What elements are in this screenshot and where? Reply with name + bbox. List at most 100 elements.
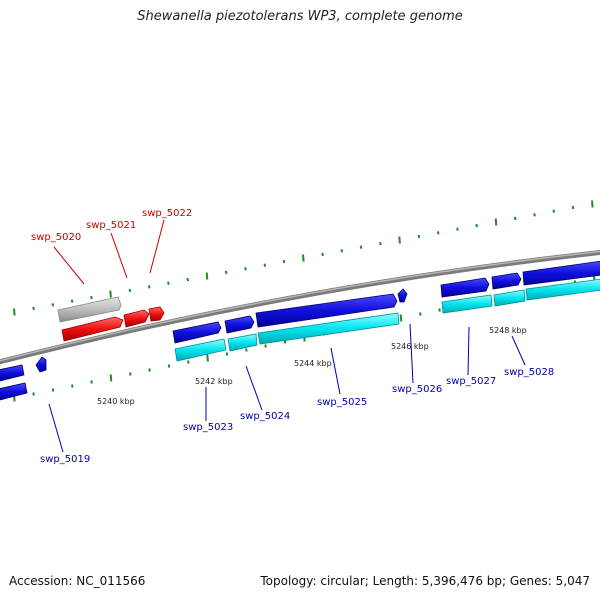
ring-tick bbox=[321, 252, 324, 257]
gene-next-cds[interactable] bbox=[522, 260, 600, 286]
reverse-strand-genes bbox=[57, 296, 165, 342]
ring-tick bbox=[206, 354, 209, 362]
ring-tick bbox=[533, 213, 536, 217]
forward-gene-labels: swp_5019 swp_5023 swp_5024 swp_5025 swp_… bbox=[40, 367, 554, 465]
ring-tick bbox=[244, 267, 247, 271]
ring-tick bbox=[282, 259, 286, 264]
scale-label-5246: 5246 kbp bbox=[391, 342, 429, 351]
gene-label-swp_5023[interactable]: swp_5023 bbox=[183, 422, 233, 433]
gene-swp_5027-cds[interactable] bbox=[440, 277, 490, 298]
gene-swp_5027-rna[interactable] bbox=[441, 294, 493, 314]
accession-text: Accession: NC_011566 bbox=[9, 574, 146, 588]
gene-label-swp_5026[interactable]: swp_5026 bbox=[392, 384, 442, 395]
ring-tick bbox=[264, 344, 267, 348]
leader-swp_5027 bbox=[467, 326, 470, 376]
leader-swp_5019 bbox=[48, 403, 64, 453]
leader-swp_5028 bbox=[511, 335, 526, 366]
ring-tick bbox=[552, 209, 556, 213]
reverse-gene-labels: swp_5020 swp_5021 swp_5022 bbox=[31, 208, 192, 243]
ring-tick bbox=[167, 364, 171, 368]
gene-label-swp_5019[interactable]: swp_5019 bbox=[40, 454, 90, 465]
genome-backbone bbox=[0, 250, 600, 365]
ring-tick bbox=[379, 241, 382, 246]
ring-tick bbox=[224, 270, 228, 275]
leader-swp_5026 bbox=[409, 323, 414, 384]
gene-swp_5025-rna[interactable] bbox=[257, 312, 400, 345]
gene-swp_5024-rna[interactable] bbox=[227, 333, 258, 352]
ring-tick bbox=[456, 227, 459, 231]
gene-swp_5020-grey[interactable] bbox=[57, 296, 122, 323]
ring-tick bbox=[302, 254, 305, 262]
gene-label-swp_5025[interactable]: swp_5025 bbox=[317, 397, 367, 408]
ring-tick bbox=[513, 216, 517, 221]
ring-tick bbox=[70, 299, 74, 303]
gene-swp_5019-c[interactable] bbox=[35, 356, 47, 373]
ring-tick bbox=[109, 374, 113, 382]
ring-tick bbox=[438, 308, 441, 312]
ring-tick bbox=[148, 368, 151, 372]
gene-swp_5019-b[interactable] bbox=[0, 382, 28, 401]
dotted-ring-outer bbox=[13, 200, 594, 316]
leader-swp_5020 bbox=[53, 246, 85, 285]
gene-swp_5020-arrow[interactable] bbox=[61, 316, 124, 342]
gene-swp_5019-a[interactable] bbox=[0, 364, 25, 382]
gene-swp_5022-arrow[interactable] bbox=[148, 306, 165, 322]
scale-labels: 5240 kbp 5242 kbp 5244 kbp 5246 kbp 5248… bbox=[97, 326, 527, 406]
forward-strand-genes bbox=[0, 260, 600, 401]
ring-tick bbox=[109, 290, 112, 298]
ring-tick bbox=[90, 295, 93, 300]
gene-label-swp_5021[interactable]: swp_5021 bbox=[86, 220, 136, 231]
ring-tick bbox=[591, 200, 594, 208]
scale-label-5240: 5240 kbp bbox=[97, 397, 135, 406]
genome-summary-text: Topology: circular; Length: 5,396,476 bp… bbox=[260, 574, 590, 588]
gene-swp_5021-arrow[interactable] bbox=[123, 309, 150, 328]
ring-tick bbox=[51, 303, 55, 307]
ring-tick bbox=[32, 392, 35, 396]
ring-tick bbox=[475, 223, 478, 228]
scale-label-5244: 5244 kbp bbox=[294, 359, 332, 368]
ring-tick bbox=[436, 231, 440, 235]
ring-tick bbox=[186, 277, 189, 282]
ring-tick bbox=[51, 388, 55, 392]
genome-title: Shewanella piezotolerans WP3, complete g… bbox=[137, 9, 463, 24]
ring-tick bbox=[263, 263, 267, 267]
gene-swp_5028-cds[interactable] bbox=[491, 272, 522, 290]
ring-tick bbox=[205, 272, 209, 280]
label-leader-lines bbox=[48, 219, 526, 453]
ring-tick bbox=[340, 249, 344, 253]
leader-swp_5022 bbox=[149, 219, 165, 274]
gene-swp_5023-cds[interactable] bbox=[172, 321, 222, 344]
gene-swp_5025-cds[interactable] bbox=[255, 293, 398, 328]
ring-tick bbox=[187, 360, 190, 364]
gene-label-swp_5027[interactable]: swp_5027 bbox=[446, 376, 496, 387]
ring-tick bbox=[13, 308, 16, 316]
ring-tick bbox=[71, 384, 74, 388]
ring-tick bbox=[129, 372, 132, 376]
gene-label-swp_5020[interactable]: swp_5020 bbox=[31, 232, 81, 243]
ring-tick bbox=[417, 234, 421, 239]
ring-tick bbox=[494, 218, 498, 226]
ring-tick bbox=[32, 306, 35, 311]
gene-swp_5024-cds[interactable] bbox=[224, 315, 255, 334]
gene-swp_5026-cds[interactable] bbox=[397, 288, 408, 303]
ring-tick bbox=[147, 285, 151, 289]
leader-swp_5021 bbox=[110, 232, 128, 279]
leader-swp_5024 bbox=[245, 365, 263, 411]
gene-label-swp_5028[interactable]: swp_5028 bbox=[504, 367, 554, 378]
ring-tick bbox=[128, 288, 132, 293]
gene-next-rna[interactable] bbox=[525, 278, 600, 301]
ring-tick bbox=[225, 352, 229, 356]
ring-tick bbox=[90, 380, 93, 384]
ring-tick bbox=[283, 340, 287, 344]
gene-swp_5028-rna[interactable] bbox=[493, 289, 526, 307]
gene-label-swp_5022[interactable]: swp_5022 bbox=[142, 208, 192, 219]
genome-backbone-highlight bbox=[0, 250, 600, 362]
gene-swp_5023-rna[interactable] bbox=[174, 338, 227, 362]
ring-tick bbox=[571, 205, 575, 210]
ring-tick bbox=[399, 314, 403, 322]
scale-label-5242: 5242 kbp bbox=[195, 377, 233, 386]
ring-tick bbox=[359, 245, 363, 249]
gene-label-swp_5024[interactable]: swp_5024 bbox=[240, 411, 290, 422]
